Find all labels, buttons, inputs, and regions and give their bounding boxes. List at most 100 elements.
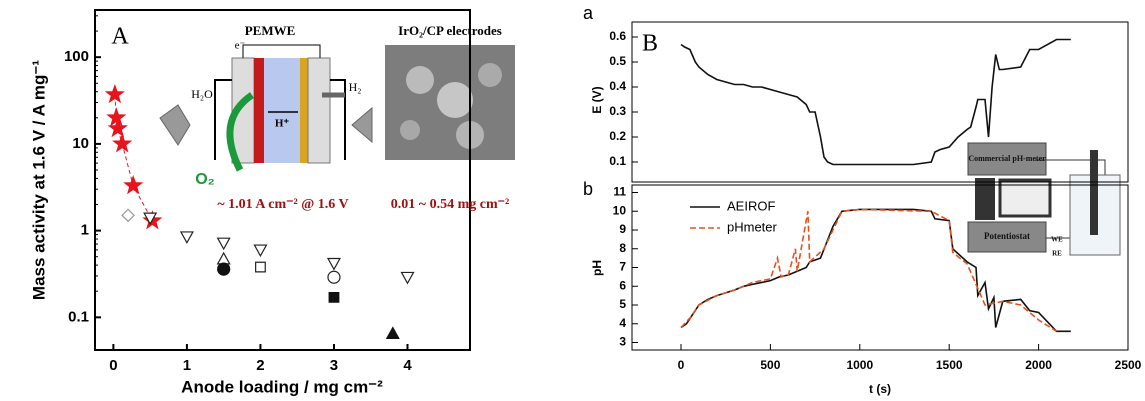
legend-label: pHmeter bbox=[727, 219, 778, 234]
y-tick-label: 0.2 bbox=[609, 129, 626, 143]
y-tick-label: 0.5 bbox=[609, 54, 626, 68]
particle bbox=[437, 82, 473, 118]
x-tick-label: 500 bbox=[760, 358, 780, 372]
y-axis-label: E (V) bbox=[590, 86, 604, 113]
annotation: Potentiostat bbox=[984, 231, 1030, 241]
x-tick-label: 0 bbox=[678, 358, 685, 372]
pemwe-schematic bbox=[159, 44, 515, 172]
annotation: WE bbox=[1051, 236, 1063, 244]
x-tick-label: 2 bbox=[256, 357, 264, 374]
annotation: Commercial pH-meter bbox=[968, 154, 1046, 163]
point bbox=[216, 237, 231, 251]
x-tick-label: 1500 bbox=[936, 358, 963, 372]
big-arrow bbox=[159, 104, 191, 146]
monitor bbox=[998, 178, 1052, 218]
y-tick-label: 8 bbox=[619, 241, 626, 255]
point bbox=[255, 261, 266, 273]
particle bbox=[478, 63, 502, 87]
annotation: 0.01 ~ 0.54 mg cm⁻² bbox=[391, 197, 509, 212]
point bbox=[327, 270, 341, 284]
layer bbox=[307, 57, 331, 164]
series-line bbox=[680, 208, 1057, 332]
big-arrow bbox=[351, 106, 373, 144]
y-tick-label: 3 bbox=[619, 335, 626, 349]
y-tick-label: 6 bbox=[619, 278, 626, 292]
point bbox=[106, 107, 127, 127]
point bbox=[143, 212, 158, 226]
y-tick-label: 0.1 bbox=[609, 154, 626, 168]
computer-tower bbox=[975, 178, 995, 220]
potentiostat-box bbox=[967, 221, 1047, 253]
x-tick-label: 1 bbox=[183, 357, 191, 374]
y-tick-label: 1 bbox=[81, 222, 89, 239]
x-axis-label: Anode loading / mg cm⁻² bbox=[181, 377, 383, 396]
chart: 0.1 1 10 100 0 1 2 3 4 A Mass activity at 1.6 V / … bbox=[29, 9, 509, 396]
x-tick-label: 3 bbox=[330, 357, 338, 374]
y-tick-label: 5 bbox=[619, 297, 626, 311]
y-tick-label: 100 bbox=[64, 48, 89, 65]
annotation: H₂ bbox=[349, 80, 362, 94]
annotation: RE bbox=[1052, 250, 1062, 258]
annotation: IrO₂/CP electrodes bbox=[398, 23, 502, 38]
ph-meter-box bbox=[967, 142, 1047, 176]
x-tick-label: 2000 bbox=[1025, 358, 1052, 372]
point bbox=[121, 208, 135, 223]
panel-label: a bbox=[583, 3, 594, 23]
annotation: ~ 1.01 A cm⁻² @ 1.6 V bbox=[217, 197, 348, 212]
point bbox=[104, 84, 125, 104]
y-tick-label: 0.1 bbox=[68, 308, 89, 325]
annotation: B bbox=[642, 31, 658, 57]
point bbox=[217, 262, 231, 276]
point bbox=[123, 175, 144, 195]
point bbox=[216, 251, 231, 265]
anode bbox=[254, 58, 264, 163]
annotation: e⁻ bbox=[235, 40, 246, 52]
y-tick-label: 4 bbox=[619, 316, 626, 330]
annotation: H⁺ bbox=[275, 118, 290, 130]
y-tick-label: 0.6 bbox=[609, 29, 626, 43]
wire bbox=[242, 44, 321, 58]
series-line bbox=[680, 208, 1071, 333]
panel-label: A bbox=[111, 24, 129, 50]
x-tick-label: 1000 bbox=[846, 358, 873, 372]
cell-frame bbox=[214, 79, 346, 160]
point bbox=[385, 326, 400, 339]
membrane bbox=[264, 58, 300, 163]
legend-label: AEIROF bbox=[727, 198, 775, 213]
point bbox=[326, 257, 341, 271]
plot-frame bbox=[94, 9, 471, 351]
y-tick-label: 0.4 bbox=[609, 79, 626, 93]
y-tick-label: 7 bbox=[619, 260, 626, 274]
y-tick-label: 9 bbox=[619, 222, 626, 236]
point bbox=[253, 244, 268, 258]
x-tick-label: 4 bbox=[403, 357, 412, 374]
panel-label: b bbox=[583, 179, 593, 199]
y-tick-label: 11 bbox=[613, 185, 626, 199]
point bbox=[328, 291, 340, 303]
series-line bbox=[680, 38, 1071, 166]
setup-schematic bbox=[967, 142, 1121, 256]
point bbox=[400, 271, 415, 285]
x-tick-label: 0 bbox=[109, 357, 117, 374]
particle bbox=[400, 120, 420, 140]
y-tick-label: 10 bbox=[613, 203, 627, 217]
trend-line bbox=[114, 94, 153, 221]
cathode bbox=[300, 58, 308, 163]
y-tick-label: 0.3 bbox=[609, 104, 626, 118]
point bbox=[179, 231, 194, 244]
plot-frame bbox=[631, 21, 1129, 183]
x-tick-label: 2500 bbox=[1115, 358, 1142, 372]
flow-arrow bbox=[226, 92, 255, 172]
annotation: PEMWE bbox=[245, 23, 296, 38]
point bbox=[107, 118, 128, 138]
annotation: O₂ bbox=[195, 171, 215, 188]
y-axis-label: pH bbox=[590, 260, 604, 276]
x-axis-label: t (s) bbox=[869, 382, 891, 396]
chart: 3 4 5 6 7 8 9 10 11 0 500 1000 1500 2000 2500 b pH t (s) C… bbox=[583, 154, 1142, 396]
particle bbox=[406, 66, 434, 94]
point bbox=[112, 133, 133, 153]
chart: 0.1 0.2 0.3 0.4 0.5 0.6 a E (V) B bbox=[583, 3, 1129, 183]
y-tick-label: 10 bbox=[72, 135, 89, 152]
annotation: H₂O bbox=[191, 87, 213, 101]
